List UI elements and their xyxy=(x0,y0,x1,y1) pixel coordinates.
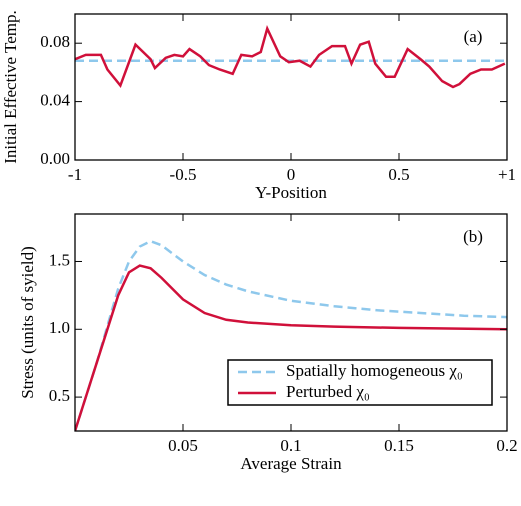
x-axis-label: Y-Position xyxy=(255,183,327,202)
panel-label: (b) xyxy=(463,227,483,246)
y-tick-label: 0.08 xyxy=(40,32,70,51)
y-tick-label: 0.04 xyxy=(40,91,70,110)
x-tick-label: +1 xyxy=(498,165,516,184)
x-tick-label: 0.05 xyxy=(168,436,198,455)
x-tick-label: 0.15 xyxy=(384,436,414,455)
data-line xyxy=(75,264,507,431)
x-tick-label: -0.5 xyxy=(170,165,197,184)
x-tick-label: 0.1 xyxy=(280,436,301,455)
y-tick-label: 0.00 xyxy=(40,149,70,168)
panel-label: (a) xyxy=(464,27,483,46)
plot-area xyxy=(75,239,507,431)
data-line xyxy=(75,239,507,431)
x-tick-label: 0.5 xyxy=(388,165,409,184)
x-tick-label: 0.2 xyxy=(496,436,517,455)
y-axis-label: Stress (units of syield) xyxy=(18,246,37,399)
y-axis-label: Initial Effective Temp. xyxy=(1,10,20,164)
x-tick-label: 0 xyxy=(287,165,296,184)
y-tick-label: 1.0 xyxy=(49,318,70,337)
axes-frame xyxy=(74,13,508,161)
legend-label: Spatially homogeneous χ₀ xyxy=(286,361,463,380)
y-tick-label: 0.5 xyxy=(49,386,70,405)
legend-box xyxy=(227,359,493,406)
legend-label: Perturbed χ₀ xyxy=(286,382,370,401)
x-tick-label: -1 xyxy=(68,165,82,184)
axes-frame xyxy=(74,213,508,432)
data-line xyxy=(75,25,506,89)
x-axis-label: Average Strain xyxy=(240,454,342,473)
y-tick-label: 1.5 xyxy=(49,250,70,269)
plot-area xyxy=(75,25,507,89)
